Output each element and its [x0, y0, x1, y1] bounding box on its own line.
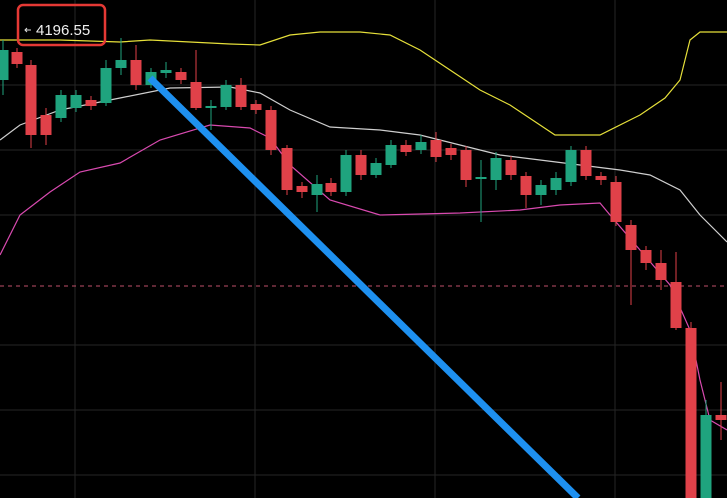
candle-body [25, 65, 37, 135]
candle-body [175, 72, 187, 80]
candle-body [325, 183, 337, 192]
candle-body [70, 95, 82, 108]
candle-body [625, 225, 637, 250]
candle-body [700, 415, 712, 498]
candle-body [370, 163, 382, 175]
candle-body [655, 263, 667, 280]
candle-body [281, 148, 293, 190]
arrow-icon [24, 27, 31, 33]
candle-body [565, 150, 577, 182]
candle-body [415, 142, 427, 150]
candle-body [640, 250, 652, 263]
candle-body [100, 68, 112, 103]
highlight-box [16, 3, 107, 47]
candle-body [505, 160, 517, 175]
candle-body [340, 155, 352, 192]
candle-body [11, 52, 23, 64]
candle-body [385, 145, 397, 165]
candle-body [311, 184, 323, 195]
candle-body [490, 158, 502, 180]
candle-body [400, 145, 412, 152]
upper-band [0, 31, 727, 136]
candle-body [520, 176, 532, 195]
price-label: 4196.55 [36, 22, 90, 39]
candle-body [296, 186, 308, 192]
candle-body [190, 82, 202, 108]
candle-body [0, 50, 9, 80]
candle-body [430, 140, 442, 157]
candle-body [40, 115, 52, 135]
candle-body [130, 60, 142, 85]
candle-body [550, 178, 562, 190]
candle-body [610, 182, 622, 222]
candle-body [85, 100, 97, 106]
candle-body [445, 148, 457, 155]
candle-body [235, 85, 247, 107]
candle-body [250, 104, 262, 110]
candle-body [205, 106, 217, 108]
candle-body [115, 60, 127, 68]
candle-body [55, 95, 67, 118]
candle-body [460, 150, 472, 180]
candle-body [220, 85, 232, 107]
candle-body [595, 176, 607, 180]
candle-body [535, 185, 547, 195]
candle-body [160, 70, 172, 73]
candles [0, 38, 727, 498]
candle-body [715, 415, 727, 420]
candle-body [475, 177, 487, 179]
middle-band [0, 86, 727, 243]
candle-body [670, 282, 682, 328]
candle-body [580, 150, 592, 176]
candle-body [265, 110, 277, 150]
trend-line [147, 75, 581, 498]
candle-body [685, 328, 697, 498]
candle-body [355, 155, 367, 175]
